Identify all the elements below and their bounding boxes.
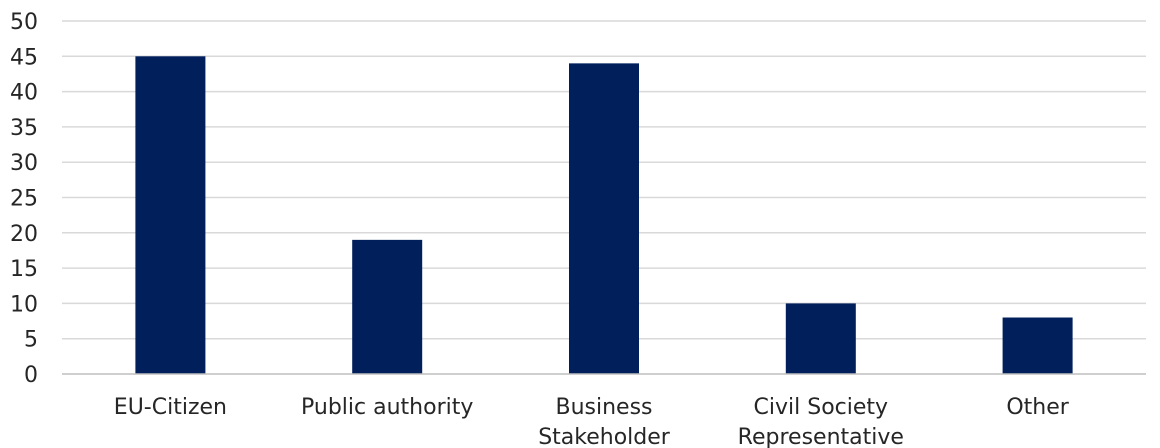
y-tick-label: 20 <box>10 222 38 247</box>
y-tick-label: 40 <box>10 81 38 106</box>
y-tick-label: 10 <box>10 292 38 317</box>
x-tick-label: Public authority <box>301 395 473 420</box>
x-tick-label: EU-Citizen <box>114 395 227 420</box>
y-tick-label: 25 <box>10 187 38 212</box>
bar <box>785 303 856 374</box>
x-tick-label: Business <box>555 395 652 420</box>
y-tick-label: 5 <box>24 328 38 353</box>
bars <box>135 56 1073 375</box>
x-tick-label: Other <box>1006 395 1069 420</box>
bar <box>569 63 639 375</box>
y-axis-ticks: 0 5 10 15 20 25 30 35 40 45 50 <box>10 10 38 388</box>
y-tick-label: 35 <box>10 116 38 141</box>
bar <box>135 56 206 375</box>
x-tick-label: Stakeholder <box>538 425 671 448</box>
bar <box>352 239 423 374</box>
x-tick-label: Civil Society <box>754 395 889 420</box>
bar <box>1002 317 1073 374</box>
x-tick-label: Representative <box>738 425 904 448</box>
y-tick-label: 30 <box>10 151 38 176</box>
y-tick-label: 0 <box>24 363 38 388</box>
y-tick-label: 45 <box>10 45 38 70</box>
y-tick-label: 15 <box>10 257 38 282</box>
x-axis-labels: EU-Citizen Public authority Business Stakeh… <box>114 395 1070 448</box>
y-tick-label: 50 <box>10 10 38 35</box>
